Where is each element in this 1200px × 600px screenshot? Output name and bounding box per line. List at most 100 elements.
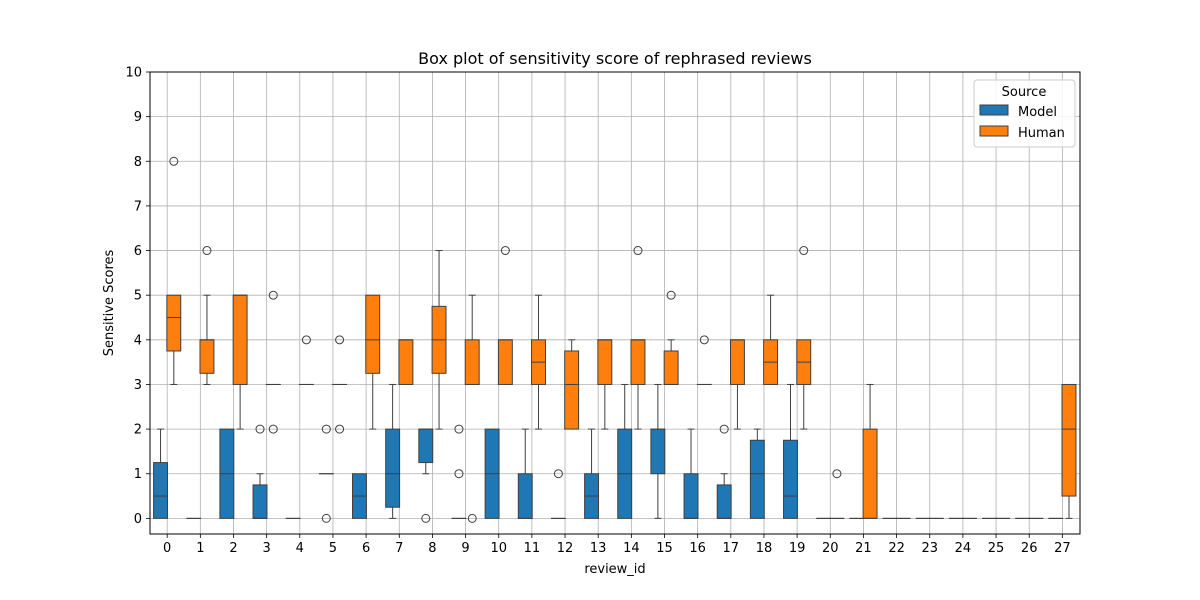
box-body [153,462,169,519]
y-tick-label: 9 [134,110,142,125]
box-body [497,339,513,385]
box-human-6 [365,294,381,430]
box-model-12 [550,469,566,519]
outlier-point [202,246,212,256]
box-model-7 [385,383,401,519]
box-human-0 [166,156,182,385]
box-model-15 [650,383,666,519]
x-tick-label: 25 [988,541,1005,556]
outlier-point [799,246,809,256]
box-human-8 [431,250,447,430]
x-tick-label: 9 [461,541,469,556]
box-body [418,428,434,464]
outlier-point [699,335,709,345]
box-human-15 [663,290,679,385]
box-body [517,473,533,519]
outlier-point [500,246,510,256]
box-body [232,294,248,385]
plot-frame [149,71,1081,535]
outlier-point [666,290,676,300]
outlier-point [169,156,179,166]
box-human-21 [862,383,878,519]
legend: Source Model Human [973,79,1076,148]
outlier-point [454,469,464,479]
x-tick-label: 19 [789,541,806,556]
box-model-5 [318,424,334,523]
box-body [365,294,381,374]
box-human-4 [298,335,314,385]
box-human-10 [497,246,513,385]
y-tick-label: 1 [134,467,142,482]
box-body [597,339,613,385]
box-model-0 [153,428,169,519]
y-tick-label: 6 [134,244,142,259]
box-body [199,339,215,374]
outlier-point [321,513,331,523]
box-body [1061,383,1077,497]
x-tick-label: 15 [656,541,673,556]
box-human-2 [232,294,248,430]
y-tick-label: 10 [125,66,142,81]
x-tick-label: 5 [329,541,337,556]
outlier-point [321,424,331,434]
outlier-point [301,335,311,345]
legend-label-human: Human [1018,126,1065,141]
box-body [464,339,480,385]
box-model-2 [219,428,235,519]
box-human-5 [332,335,348,434]
box-model-13 [584,428,600,519]
box-human-3 [265,290,281,434]
box-human-18 [763,294,779,385]
box-human-20 [829,469,845,519]
x-tick-label: 1 [196,541,204,556]
x-tick-label: 23 [921,541,938,556]
box-body [749,439,765,519]
box-model-14 [617,383,633,519]
x-tick-label: 18 [756,541,773,556]
box-body [783,439,798,519]
grid-lines [150,71,1080,534]
box-human-16 [696,335,712,385]
x-tick-label: 16 [689,541,706,556]
y-tick-label: 0 [134,512,142,527]
outlier-point [268,424,278,434]
x-tick-label: 27 [1054,541,1071,556]
box-body [398,339,414,385]
outlier-point [335,424,345,434]
box-model-3 [252,424,268,519]
box-human-27 [1061,383,1077,519]
y-tick-label: 4 [134,333,142,348]
box-body [729,339,745,385]
box-human-9 [464,294,480,523]
box-model-9 [451,424,467,519]
legend-label-model: Model [1018,105,1057,120]
y-tick-label: 8 [134,155,142,170]
box-body [166,294,182,352]
x-tick-label: 4 [296,541,304,556]
x-tick-label: 11 [524,541,541,556]
box-model-18 [749,428,765,519]
x-tick-label: 13 [590,541,607,556]
outlier-point [553,469,563,479]
x-tick-label: 24 [955,541,972,556]
box-body [683,473,699,519]
box-human-19 [796,246,812,430]
box-model-16 [683,428,699,519]
box-body [663,350,679,385]
x-tick-label: 2 [229,541,237,556]
box-body [862,428,878,519]
outlier-point [467,513,477,523]
y-tick-label: 2 [134,423,142,438]
outlier-point [421,513,431,523]
box-model-6 [352,473,367,519]
box-human-17 [729,339,745,430]
box-model-19 [783,383,798,519]
box-model-8 [418,428,434,523]
box-human-12 [564,339,580,430]
outlier-point [832,469,842,479]
legend-swatch-model [979,104,1009,116]
box-model-10 [484,428,500,519]
x-tick-label: 26 [1021,541,1038,556]
box-body [252,484,268,519]
